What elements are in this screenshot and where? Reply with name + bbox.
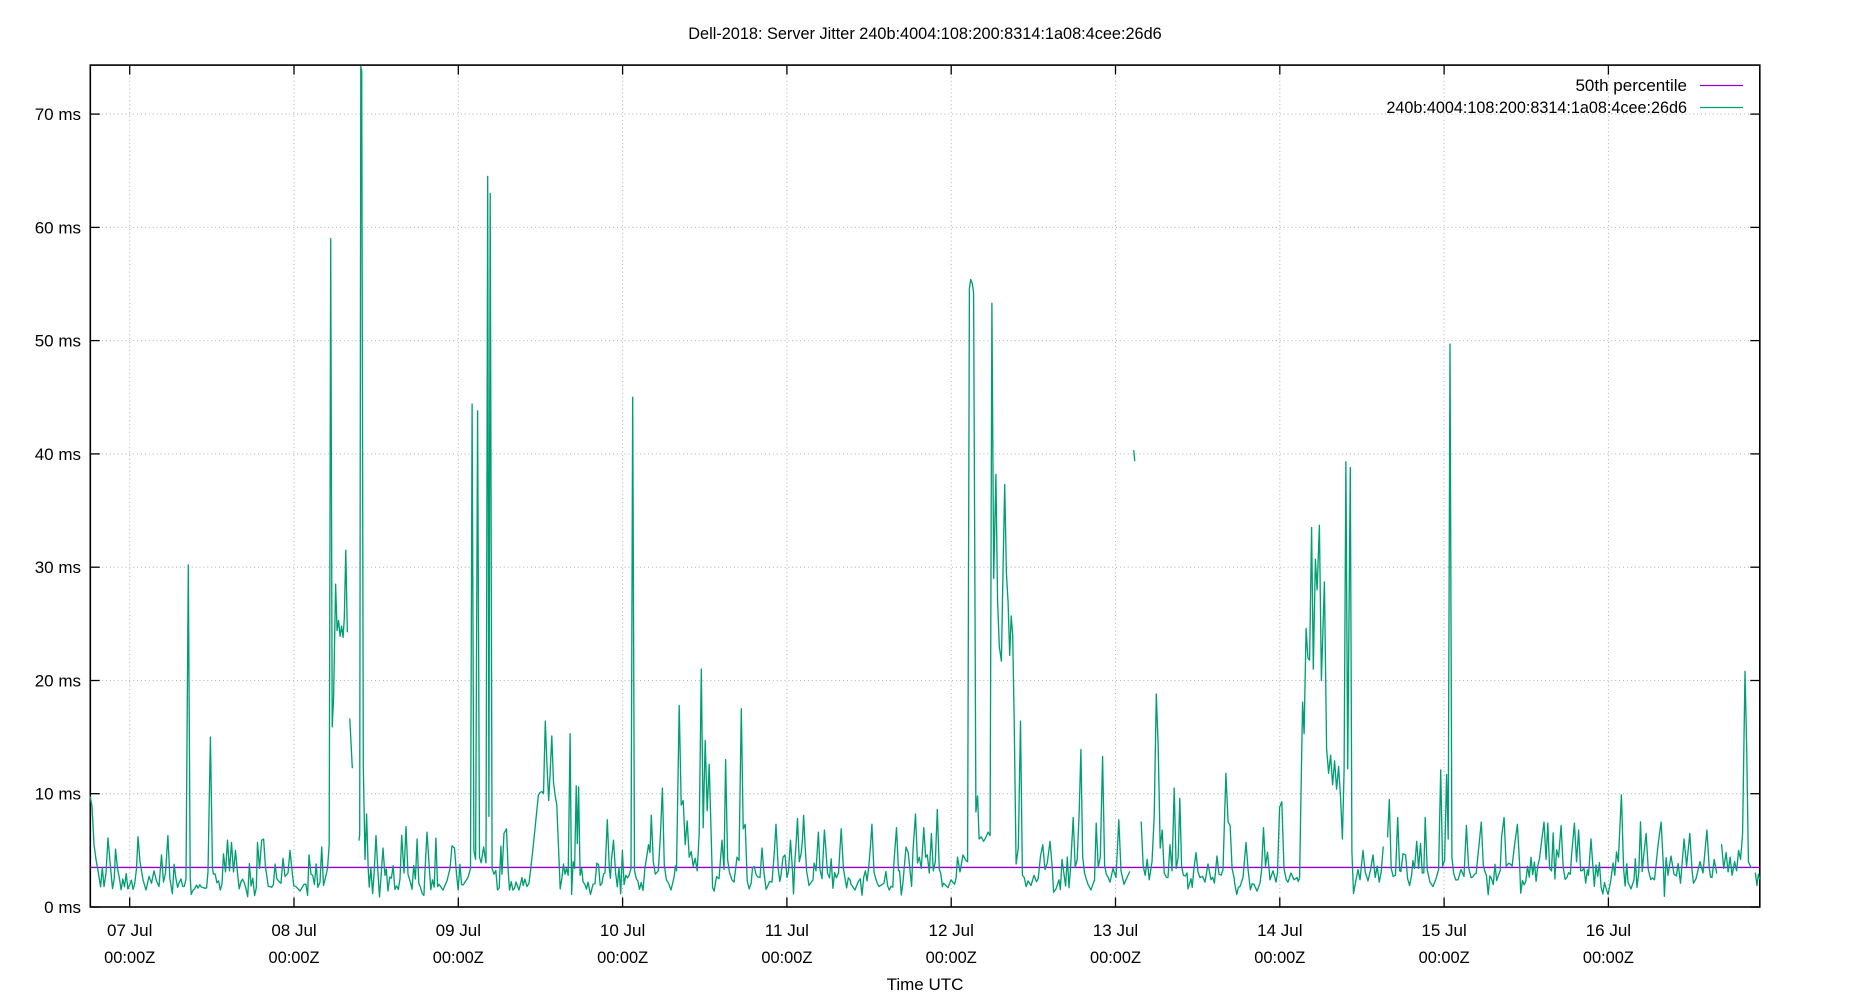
svg-text:00:00Z: 00:00Z — [1090, 949, 1141, 967]
svg-text:11 Jul: 11 Jul — [765, 921, 809, 940]
svg-text:00:00Z: 00:00Z — [926, 949, 977, 967]
svg-text:10 ms: 10 ms — [35, 785, 81, 804]
svg-text:Time UTC: Time UTC — [887, 975, 964, 994]
svg-text:50th percentile: 50th percentile — [1575, 76, 1687, 95]
svg-text:13 Jul: 13 Jul — [1093, 921, 1138, 940]
svg-text:00:00Z: 00:00Z — [761, 949, 812, 967]
svg-text:70 ms: 70 ms — [35, 105, 81, 124]
svg-text:Dell-2018: Server Jitter 240b:: Dell-2018: Server Jitter 240b:4004:108:2… — [688, 25, 1161, 43]
svg-text:0 ms: 0 ms — [44, 898, 81, 917]
svg-text:30 ms: 30 ms — [35, 558, 81, 577]
svg-text:09 Jul: 09 Jul — [436, 921, 481, 940]
svg-text:00:00Z: 00:00Z — [597, 949, 648, 967]
svg-text:00:00Z: 00:00Z — [1583, 949, 1634, 967]
svg-text:07 Jul: 07 Jul — [107, 921, 152, 940]
svg-text:60 ms: 60 ms — [35, 218, 81, 237]
svg-text:240b:4004:108:200:8314:1a08:4c: 240b:4004:108:200:8314:1a08:4cee:26d6 — [1386, 99, 1687, 117]
svg-text:00:00Z: 00:00Z — [1254, 949, 1305, 967]
svg-text:15 Jul: 15 Jul — [1421, 921, 1466, 940]
svg-text:40 ms: 40 ms — [35, 445, 81, 464]
svg-text:50 ms: 50 ms — [35, 332, 81, 351]
svg-text:00:00Z: 00:00Z — [1419, 949, 1470, 967]
svg-text:00:00Z: 00:00Z — [433, 949, 484, 967]
svg-text:20 ms: 20 ms — [35, 672, 81, 691]
svg-text:16 Jul: 16 Jul — [1586, 921, 1631, 940]
svg-text:00:00Z: 00:00Z — [268, 949, 319, 967]
svg-text:00:00Z: 00:00Z — [104, 949, 155, 967]
svg-text:10 Jul: 10 Jul — [600, 921, 645, 940]
svg-text:08 Jul: 08 Jul — [271, 921, 316, 940]
svg-text:12 Jul: 12 Jul — [929, 921, 974, 940]
svg-text:14 Jul: 14 Jul — [1257, 921, 1302, 940]
